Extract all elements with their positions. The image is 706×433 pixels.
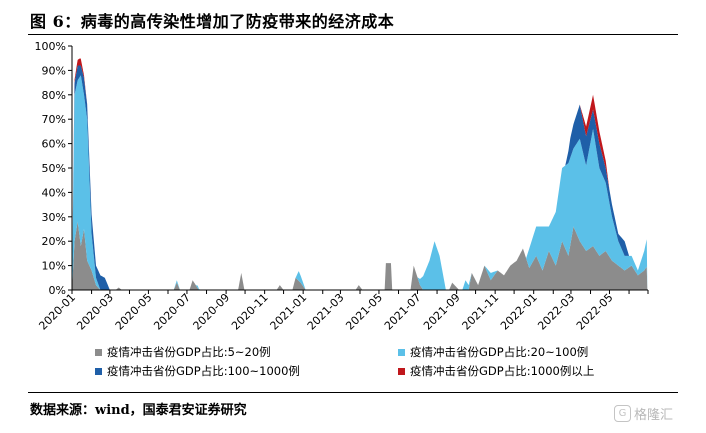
x-tick-label-8: 2021-05 [343, 291, 385, 333]
footer-divider [28, 392, 678, 393]
area-series-0 [72, 221, 648, 290]
source-note: 数据来源：wind，国泰君安证券研究 [30, 403, 247, 418]
x-tick-label-7: 2021-03 [305, 291, 347, 333]
y-tick-label-3: 30% [42, 211, 66, 224]
x-tick-label-3: 2020-07 [151, 291, 193, 333]
legend-swatch-series-2 [95, 367, 102, 375]
x-tick-label-9: 2021-07 [382, 291, 424, 333]
x-tick-label-2: 2020-05 [113, 291, 155, 333]
legend-label-series-1: 疫情冲击省份GDP占比:20~100例 [410, 345, 589, 359]
legend-label-series-2: 疫情冲击省份GDP占比:100~1000例 [107, 364, 300, 378]
title-divider [28, 34, 678, 35]
x-tick-label-10: 2021-09 [421, 291, 463, 333]
watermark-text: 格隆汇 [634, 408, 674, 423]
legend-swatch-series-0 [95, 348, 102, 356]
x-tick-label-5: 2020-11 [229, 291, 271, 333]
x-tick-label-1: 2020-03 [74, 291, 116, 333]
legend-label-series-3: 疫情冲击省份GDP占比:1000例以上 [410, 364, 595, 378]
y-tick-label-10: 100% [35, 40, 66, 53]
watermark: G 格隆汇 [614, 404, 673, 423]
x-tick-label-14: 2022-05 [574, 291, 616, 333]
x-tick-label-11: 2021-11 [460, 291, 502, 333]
legend-item-series-1: 疫情冲击省份GDP占比:20~100例 [398, 344, 588, 360]
page-title: 图 6：病毒的高传染性增加了防疫带来的经济成本 [30, 12, 395, 31]
y-tick-label-7: 70% [42, 113, 66, 126]
y-tick-label-5: 50% [42, 162, 66, 175]
legend-item-series-2: 疫情冲击省份GDP占比:100~1000例 [95, 363, 300, 379]
legend-swatch-series-3 [398, 367, 405, 375]
y-tick-label-0: 0% [49, 284, 66, 297]
legend-label-series-0: 疫情冲击省份GDP占比:5~20例 [107, 345, 271, 359]
x-tick-label-4: 2020-09 [191, 291, 233, 333]
y-tick-label-9: 90% [42, 64, 66, 77]
y-tick-label-4: 40% [42, 186, 66, 199]
x-tick-label-13: 2022-03 [535, 291, 577, 333]
legend-swatch-series-1 [398, 348, 405, 356]
y-tick-label-2: 20% [42, 235, 66, 248]
y-tick-label-6: 60% [42, 138, 66, 151]
watermark-logo-icon: G [614, 405, 631, 422]
x-tick-label-12: 2022-01 [498, 291, 540, 333]
x-tick-label-6: 2021-01 [268, 291, 310, 333]
y-tick-label-8: 80% [42, 89, 66, 102]
legend-item-series-0: 疫情冲击省份GDP占比:5~20例 [95, 344, 271, 360]
y-tick-label-1: 10% [42, 260, 66, 273]
x-tick-label-0: 2020-01 [36, 291, 78, 333]
legend-item-series-3: 疫情冲击省份GDP占比:1000例以上 [398, 363, 594, 379]
